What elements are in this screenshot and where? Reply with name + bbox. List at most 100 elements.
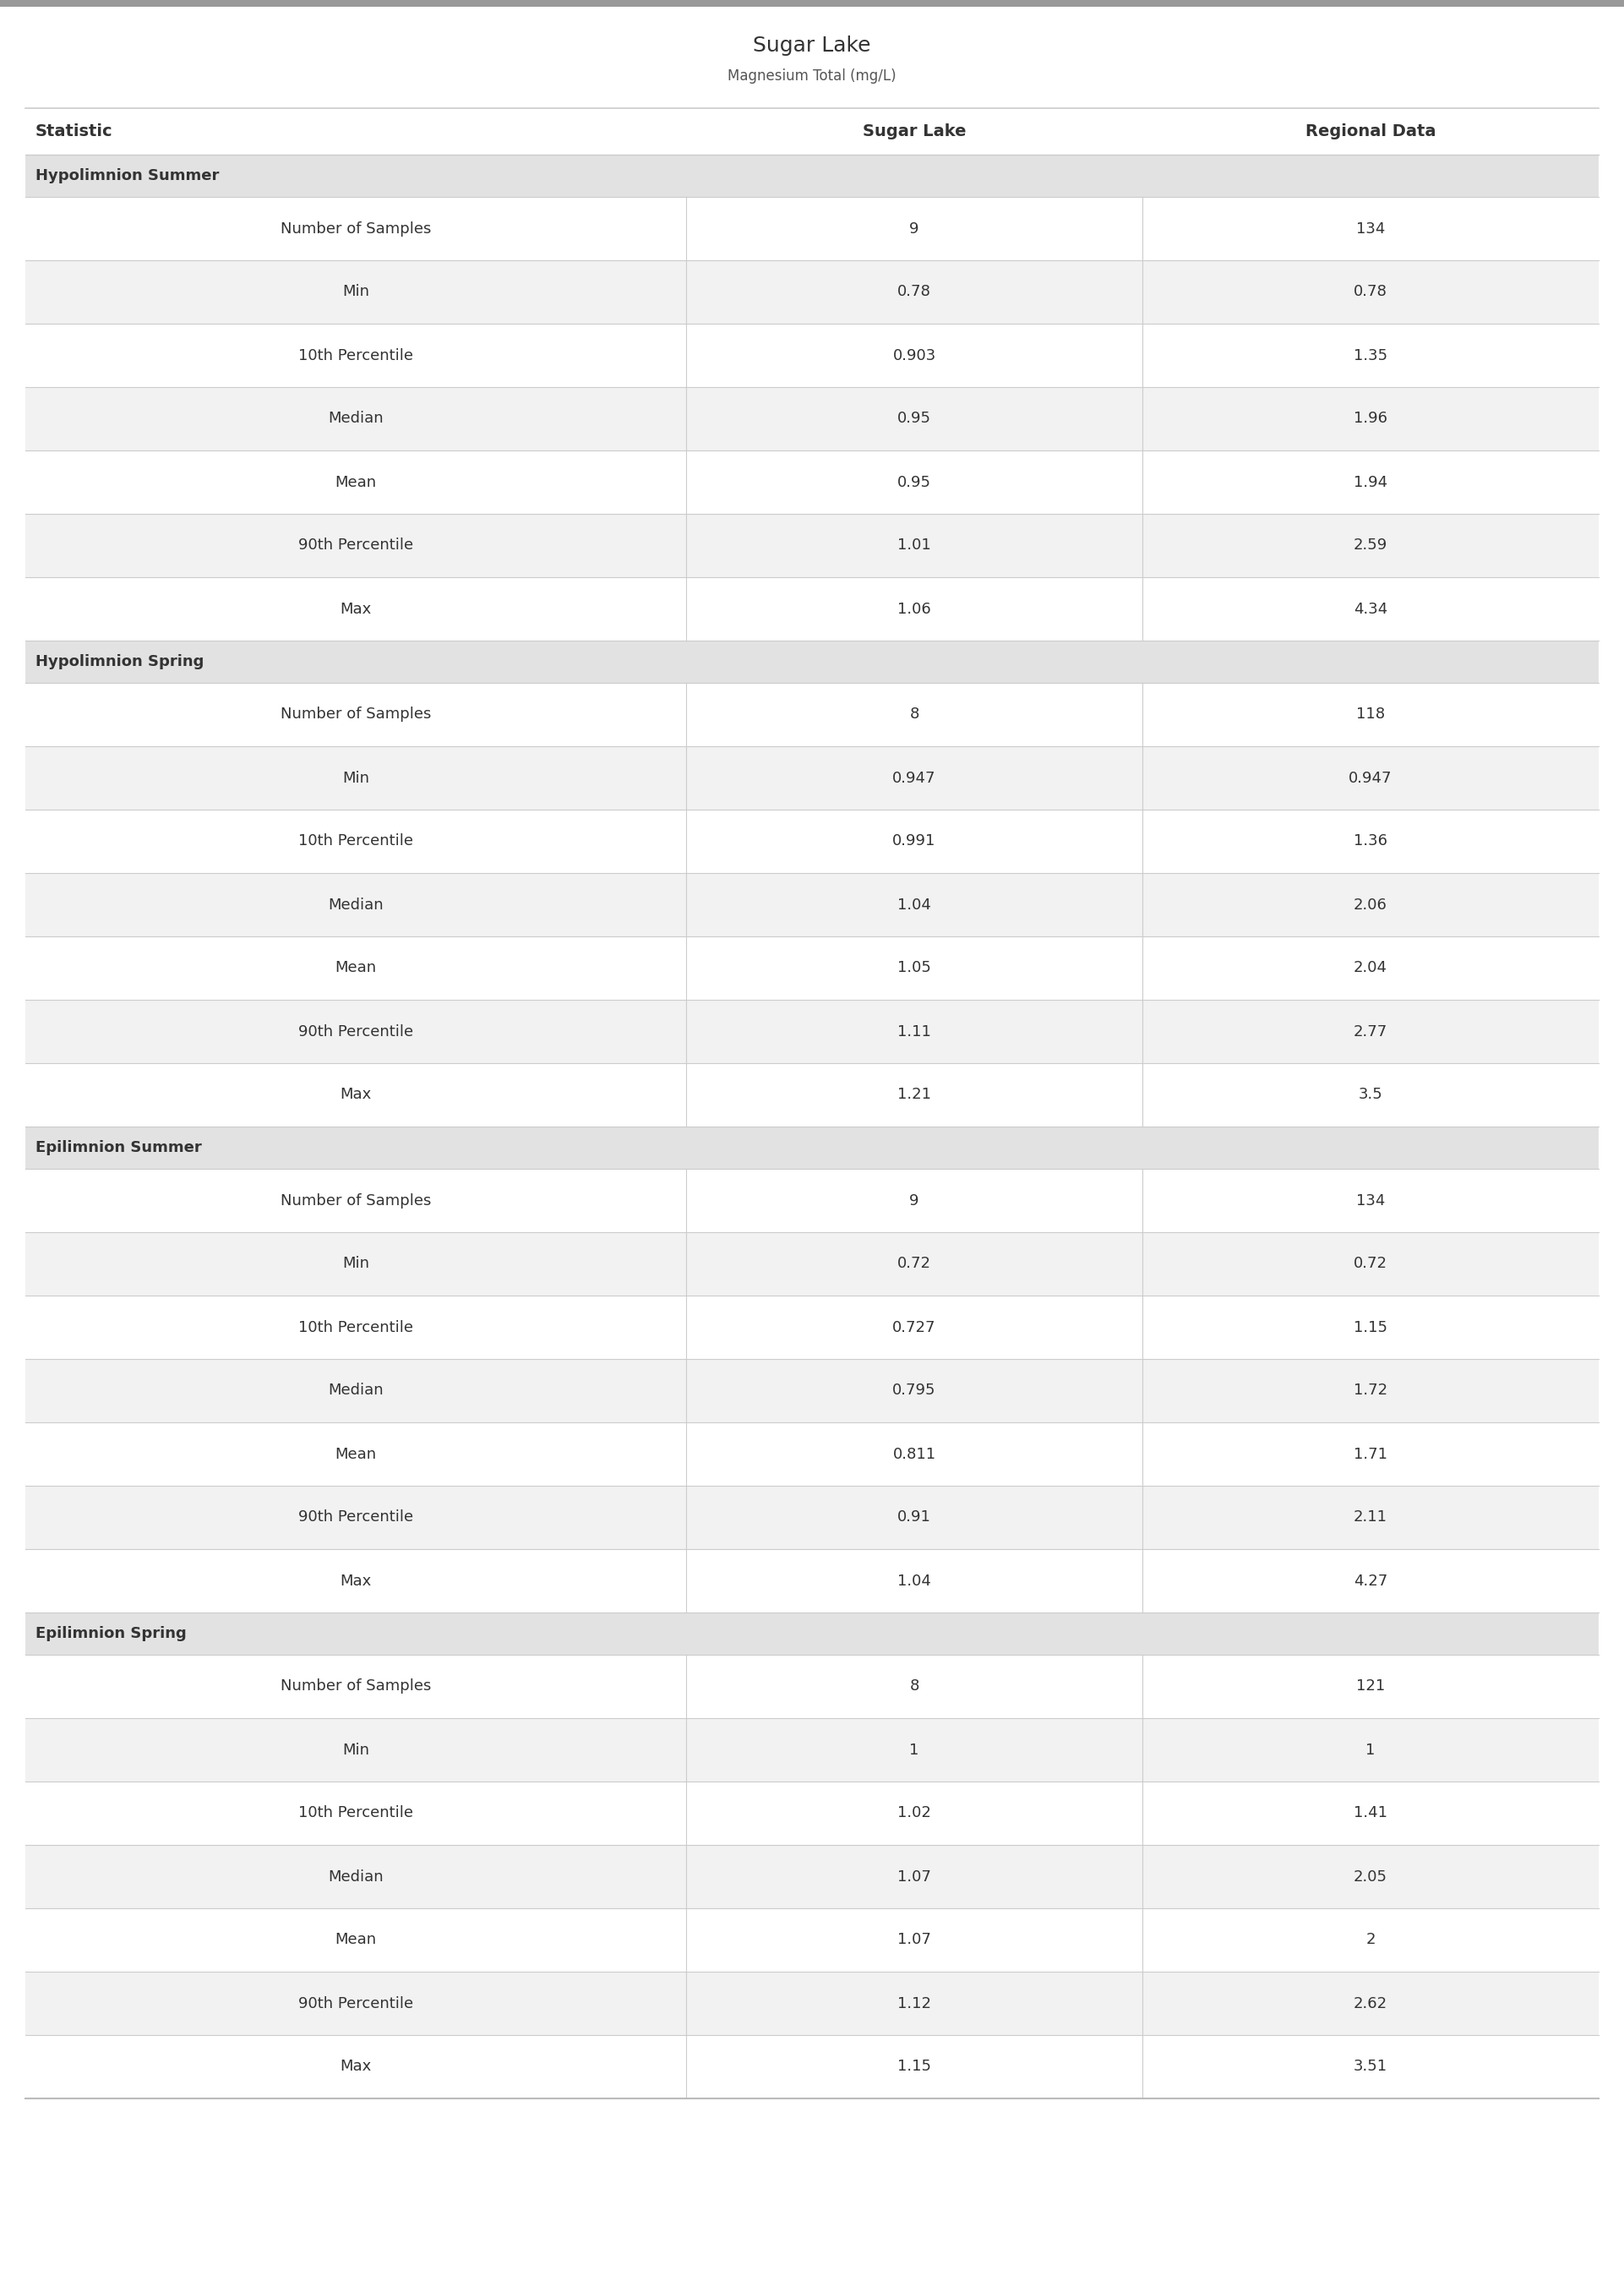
Text: 10th Percentile: 10th Percentile: [299, 347, 412, 363]
Bar: [26, 640, 1598, 683]
Text: 1.94: 1.94: [1353, 474, 1387, 490]
Bar: [26, 2036, 1598, 2097]
Text: 1.15: 1.15: [898, 2059, 931, 2075]
Text: Max: Max: [339, 1087, 372, 1103]
Text: 0.78: 0.78: [1354, 284, 1387, 300]
Text: 2: 2: [1366, 1932, 1376, 1948]
Text: 1.36: 1.36: [1354, 833, 1387, 849]
Text: 1.21: 1.21: [898, 1087, 931, 1103]
Text: Mean: Mean: [335, 1932, 377, 1948]
Bar: [0, 0, 1624, 7]
Text: 8: 8: [909, 1680, 919, 1693]
Text: 0.72: 0.72: [898, 1255, 931, 1271]
Text: 1.96: 1.96: [1354, 411, 1387, 427]
Text: 1.01: 1.01: [898, 538, 931, 554]
Bar: [26, 449, 1598, 513]
Text: Magnesium Total (mg/L): Magnesium Total (mg/L): [728, 68, 896, 84]
Text: 0.947: 0.947: [1350, 770, 1392, 785]
Bar: [26, 1062, 1598, 1126]
Text: Median: Median: [328, 1382, 383, 1398]
Text: 10th Percentile: 10th Percentile: [299, 833, 412, 849]
Text: 0.78: 0.78: [898, 284, 931, 300]
Text: 8: 8: [909, 706, 919, 722]
Bar: [26, 388, 1598, 449]
Text: 2.62: 2.62: [1353, 1995, 1387, 2011]
Text: 0.811: 0.811: [893, 1446, 935, 1462]
Text: 90th Percentile: 90th Percentile: [299, 538, 412, 554]
Text: Max: Max: [339, 1573, 372, 1589]
Bar: [26, 577, 1598, 640]
Text: Epilimnion Spring: Epilimnion Spring: [36, 1625, 187, 1641]
Bar: [26, 1718, 1598, 1782]
Text: Sugar Lake: Sugar Lake: [754, 34, 870, 54]
Text: 0.95: 0.95: [898, 474, 931, 490]
Text: 1.07: 1.07: [898, 1932, 931, 1948]
Bar: [26, 1612, 1598, 1655]
Text: 10th Percentile: 10th Percentile: [299, 1805, 412, 1821]
Text: 90th Percentile: 90th Percentile: [299, 1024, 412, 1040]
Text: Mean: Mean: [335, 1446, 377, 1462]
Text: 10th Percentile: 10th Percentile: [299, 1319, 412, 1335]
Text: 0.991: 0.991: [893, 833, 935, 849]
Text: 1.72: 1.72: [1353, 1382, 1387, 1398]
Text: Epilimnion Summer: Epilimnion Summer: [36, 1140, 201, 1155]
Bar: [26, 1169, 1598, 1233]
Text: 1.71: 1.71: [1354, 1446, 1387, 1462]
Text: 1.05: 1.05: [898, 960, 931, 976]
Text: 0.91: 0.91: [898, 1510, 931, 1525]
Bar: [26, 683, 1598, 747]
Text: 9: 9: [909, 220, 919, 236]
Text: Median: Median: [328, 897, 383, 913]
Text: Number of Samples: Number of Samples: [281, 1680, 430, 1693]
Bar: [26, 1126, 1598, 1169]
Text: 1.15: 1.15: [1354, 1319, 1387, 1335]
Text: Median: Median: [328, 411, 383, 427]
Text: 2.06: 2.06: [1354, 897, 1387, 913]
Bar: [26, 1423, 1598, 1487]
Text: 0.727: 0.727: [893, 1319, 935, 1335]
Bar: [26, 1973, 1598, 2036]
Text: 0.95: 0.95: [898, 411, 931, 427]
Text: 1: 1: [909, 1741, 919, 1757]
Text: Number of Samples: Number of Samples: [281, 706, 430, 722]
Text: Number of Samples: Number of Samples: [281, 220, 430, 236]
Text: 3.5: 3.5: [1358, 1087, 1382, 1103]
Bar: [26, 154, 1598, 197]
Text: 2.04: 2.04: [1354, 960, 1387, 976]
Bar: [26, 109, 1598, 154]
Text: Number of Samples: Number of Samples: [281, 1194, 430, 1208]
Text: 1.07: 1.07: [898, 1868, 931, 1884]
Bar: [26, 1548, 1598, 1612]
Text: Median: Median: [328, 1868, 383, 1884]
Bar: [26, 874, 1598, 938]
Text: 90th Percentile: 90th Percentile: [299, 1510, 412, 1525]
Text: 4.27: 4.27: [1353, 1573, 1387, 1589]
Text: Min: Min: [343, 284, 369, 300]
Text: 1.11: 1.11: [898, 1024, 931, 1040]
Text: 1: 1: [1366, 1741, 1376, 1757]
Bar: [26, 1233, 1598, 1296]
Text: Mean: Mean: [335, 474, 377, 490]
Text: 134: 134: [1356, 1194, 1385, 1208]
Text: 1.35: 1.35: [1353, 347, 1387, 363]
Text: Mean: Mean: [335, 960, 377, 976]
Bar: [26, 1655, 1598, 1718]
Text: Max: Max: [339, 602, 372, 617]
Text: 3.51: 3.51: [1353, 2059, 1387, 2075]
Text: 2.59: 2.59: [1353, 538, 1387, 554]
Text: Hypolimnion Summer: Hypolimnion Summer: [36, 168, 219, 184]
Text: 90th Percentile: 90th Percentile: [299, 1995, 412, 2011]
Text: 0.795: 0.795: [893, 1382, 935, 1398]
Text: 1.12: 1.12: [898, 1995, 931, 2011]
Text: 2.11: 2.11: [1354, 1510, 1387, 1525]
Bar: [26, 999, 1598, 1062]
Text: 0.903: 0.903: [893, 347, 935, 363]
Text: 1.06: 1.06: [898, 602, 931, 617]
Bar: [26, 325, 1598, 388]
Text: 0.72: 0.72: [1354, 1255, 1387, 1271]
Text: 2.77: 2.77: [1353, 1024, 1387, 1040]
Text: 0.947: 0.947: [893, 770, 935, 785]
Text: Min: Min: [343, 1741, 369, 1757]
Text: 1.41: 1.41: [1354, 1805, 1387, 1821]
Text: Hypolimnion Spring: Hypolimnion Spring: [36, 654, 205, 670]
